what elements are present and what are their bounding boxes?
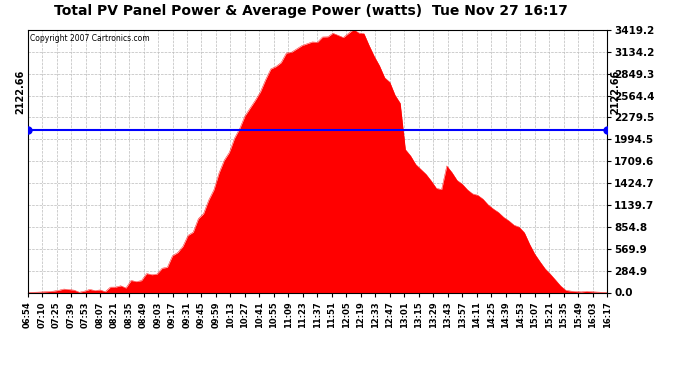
Text: 2122.66: 2122.66 [610, 70, 620, 114]
Text: Total PV Panel Power & Average Power (watts)  Tue Nov 27 16:17: Total PV Panel Power & Average Power (wa… [54, 4, 567, 18]
Text: 2122.66: 2122.66 [15, 70, 25, 114]
Text: Copyright 2007 Cartronics.com: Copyright 2007 Cartronics.com [30, 34, 150, 43]
